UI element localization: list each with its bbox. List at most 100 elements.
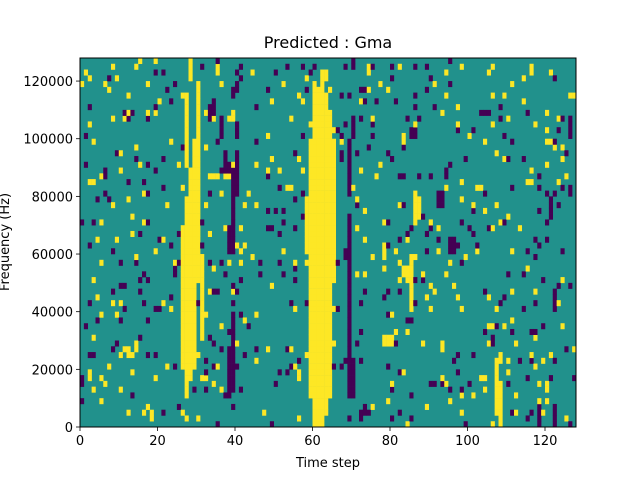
heatmap-cell-high [320, 300, 325, 307]
heatmap-cell-high [328, 300, 333, 307]
heatmap-cell-high [320, 173, 325, 180]
heatmap-cell-high [324, 369, 329, 376]
heatmap-cell-low [176, 230, 182, 237]
heatmap-cell-high [308, 184, 313, 191]
heatmap-cell-high [328, 254, 333, 261]
heatmap-cell-high [328, 271, 333, 278]
heatmap-cell-high [444, 92, 449, 99]
heatmap-cell-low [138, 288, 143, 295]
heatmap-cell-low [452, 236, 457, 243]
heatmap-cell-high [463, 254, 468, 261]
heatmap-cell-low [537, 415, 542, 422]
heatmap-cell-high [312, 271, 317, 278]
heatmap-cell-high [188, 230, 193, 237]
heatmap-cell-high [312, 144, 317, 151]
heatmap-cell-high [184, 161, 189, 168]
heatmap-cell-high [196, 190, 201, 197]
heatmap-cell-low [200, 63, 205, 70]
heatmap-cell-low [114, 340, 120, 347]
heatmap-cell-low [308, 69, 313, 76]
heatmap-cell-high [324, 98, 329, 105]
heatmap-cell-high [486, 340, 492, 347]
heatmap-cell-low [200, 242, 205, 249]
heatmap-cell-high [316, 317, 321, 324]
heatmap-cell-high [428, 282, 433, 289]
heatmap-cell-high [308, 346, 313, 353]
heatmap-cell-high [409, 294, 414, 301]
heatmap-cell-low [347, 352, 352, 359]
heatmap-cell-high [188, 265, 193, 272]
heatmap-cell-high [324, 196, 329, 203]
heatmap-cell-high [219, 81, 224, 88]
heatmap-cell-high [409, 305, 414, 312]
x-tick-label: 40 [227, 434, 244, 449]
heatmap-cell-high [308, 317, 313, 324]
heatmap-cell-high [409, 300, 414, 307]
heatmap-cell-high [114, 236, 120, 243]
heatmap-cell-high [126, 346, 131, 353]
heatmap-cell-low [219, 132, 224, 139]
heatmap-cell-high [320, 421, 325, 428]
heatmap-cell-low [347, 357, 352, 364]
heatmap-cell-low [231, 202, 236, 209]
heatmap-cell-high [320, 323, 325, 330]
heatmap-cell-high [320, 340, 325, 347]
heatmap-cell-high [250, 69, 255, 76]
x-tick-label: 80 [382, 434, 399, 449]
heatmap-cell-low [227, 392, 232, 399]
heatmap-cell-low [173, 363, 178, 370]
heatmap-cell-low [545, 219, 550, 226]
heatmap-cell-high [483, 138, 488, 145]
heatmap-cell-low [339, 92, 344, 99]
heatmap-cell-high [184, 380, 189, 387]
heatmap-cell-high [316, 150, 321, 157]
heatmap-cell-high [192, 167, 197, 174]
heatmap-cell-high [320, 386, 325, 393]
heatmap-cell-high [331, 184, 337, 191]
heatmap-cell-high [297, 415, 302, 422]
heatmap-cell-low [145, 317, 151, 324]
heatmap-cell-low [215, 288, 220, 295]
heatmap-cell-low [545, 236, 550, 243]
heatmap-cell-high [312, 236, 317, 243]
heatmap-cell-high [312, 346, 317, 353]
heatmap-cell-high [192, 305, 197, 312]
heatmap-cell-low [448, 248, 453, 255]
heatmap-cell-high [180, 357, 185, 364]
heatmap-cell-low [107, 75, 112, 82]
heatmap-cell-low [103, 167, 108, 174]
heatmap-cell-high [467, 132, 472, 139]
heatmap-cell-high [196, 213, 201, 220]
heatmap-cell-high [545, 138, 550, 145]
heatmap-cell-low [285, 346, 290, 353]
heatmap-cell-high [242, 202, 247, 209]
heatmap-cell-high [107, 363, 112, 370]
heatmap-cell-low [231, 167, 236, 174]
heatmap-cell-high [192, 328, 197, 335]
heatmap-cell-high [386, 398, 391, 405]
heatmap-cell-high [196, 173, 201, 180]
heatmap-cell-low [347, 213, 352, 220]
heatmap-cell-high [413, 219, 418, 226]
heatmap-cell-high [490, 92, 495, 99]
heatmap-cell-high [316, 254, 321, 261]
heatmap-cell-high [324, 259, 329, 266]
heatmap-cell-high [320, 225, 325, 232]
heatmap-cell-low [556, 127, 561, 134]
heatmap-cell-high [448, 259, 453, 266]
heatmap-cell-high [312, 196, 317, 203]
heatmap-cell-low [87, 300, 92, 307]
heatmap-cell-low [370, 63, 375, 70]
heatmap-cell-low [173, 265, 178, 272]
heatmap-cell-low [560, 115, 565, 122]
heatmap-cell-high [320, 75, 325, 82]
heatmap-cell-high [328, 248, 333, 255]
heatmap-cell-low [424, 248, 430, 255]
heatmap-cell-high [180, 225, 185, 232]
heatmap-cell-low [455, 369, 461, 376]
heatmap-cell-low [207, 190, 213, 197]
chart-title: Predicted : Gma [264, 33, 392, 52]
heatmap-cell-low [552, 288, 557, 295]
heatmap-cell-low [421, 277, 426, 284]
heatmap-cell-high [421, 340, 426, 347]
